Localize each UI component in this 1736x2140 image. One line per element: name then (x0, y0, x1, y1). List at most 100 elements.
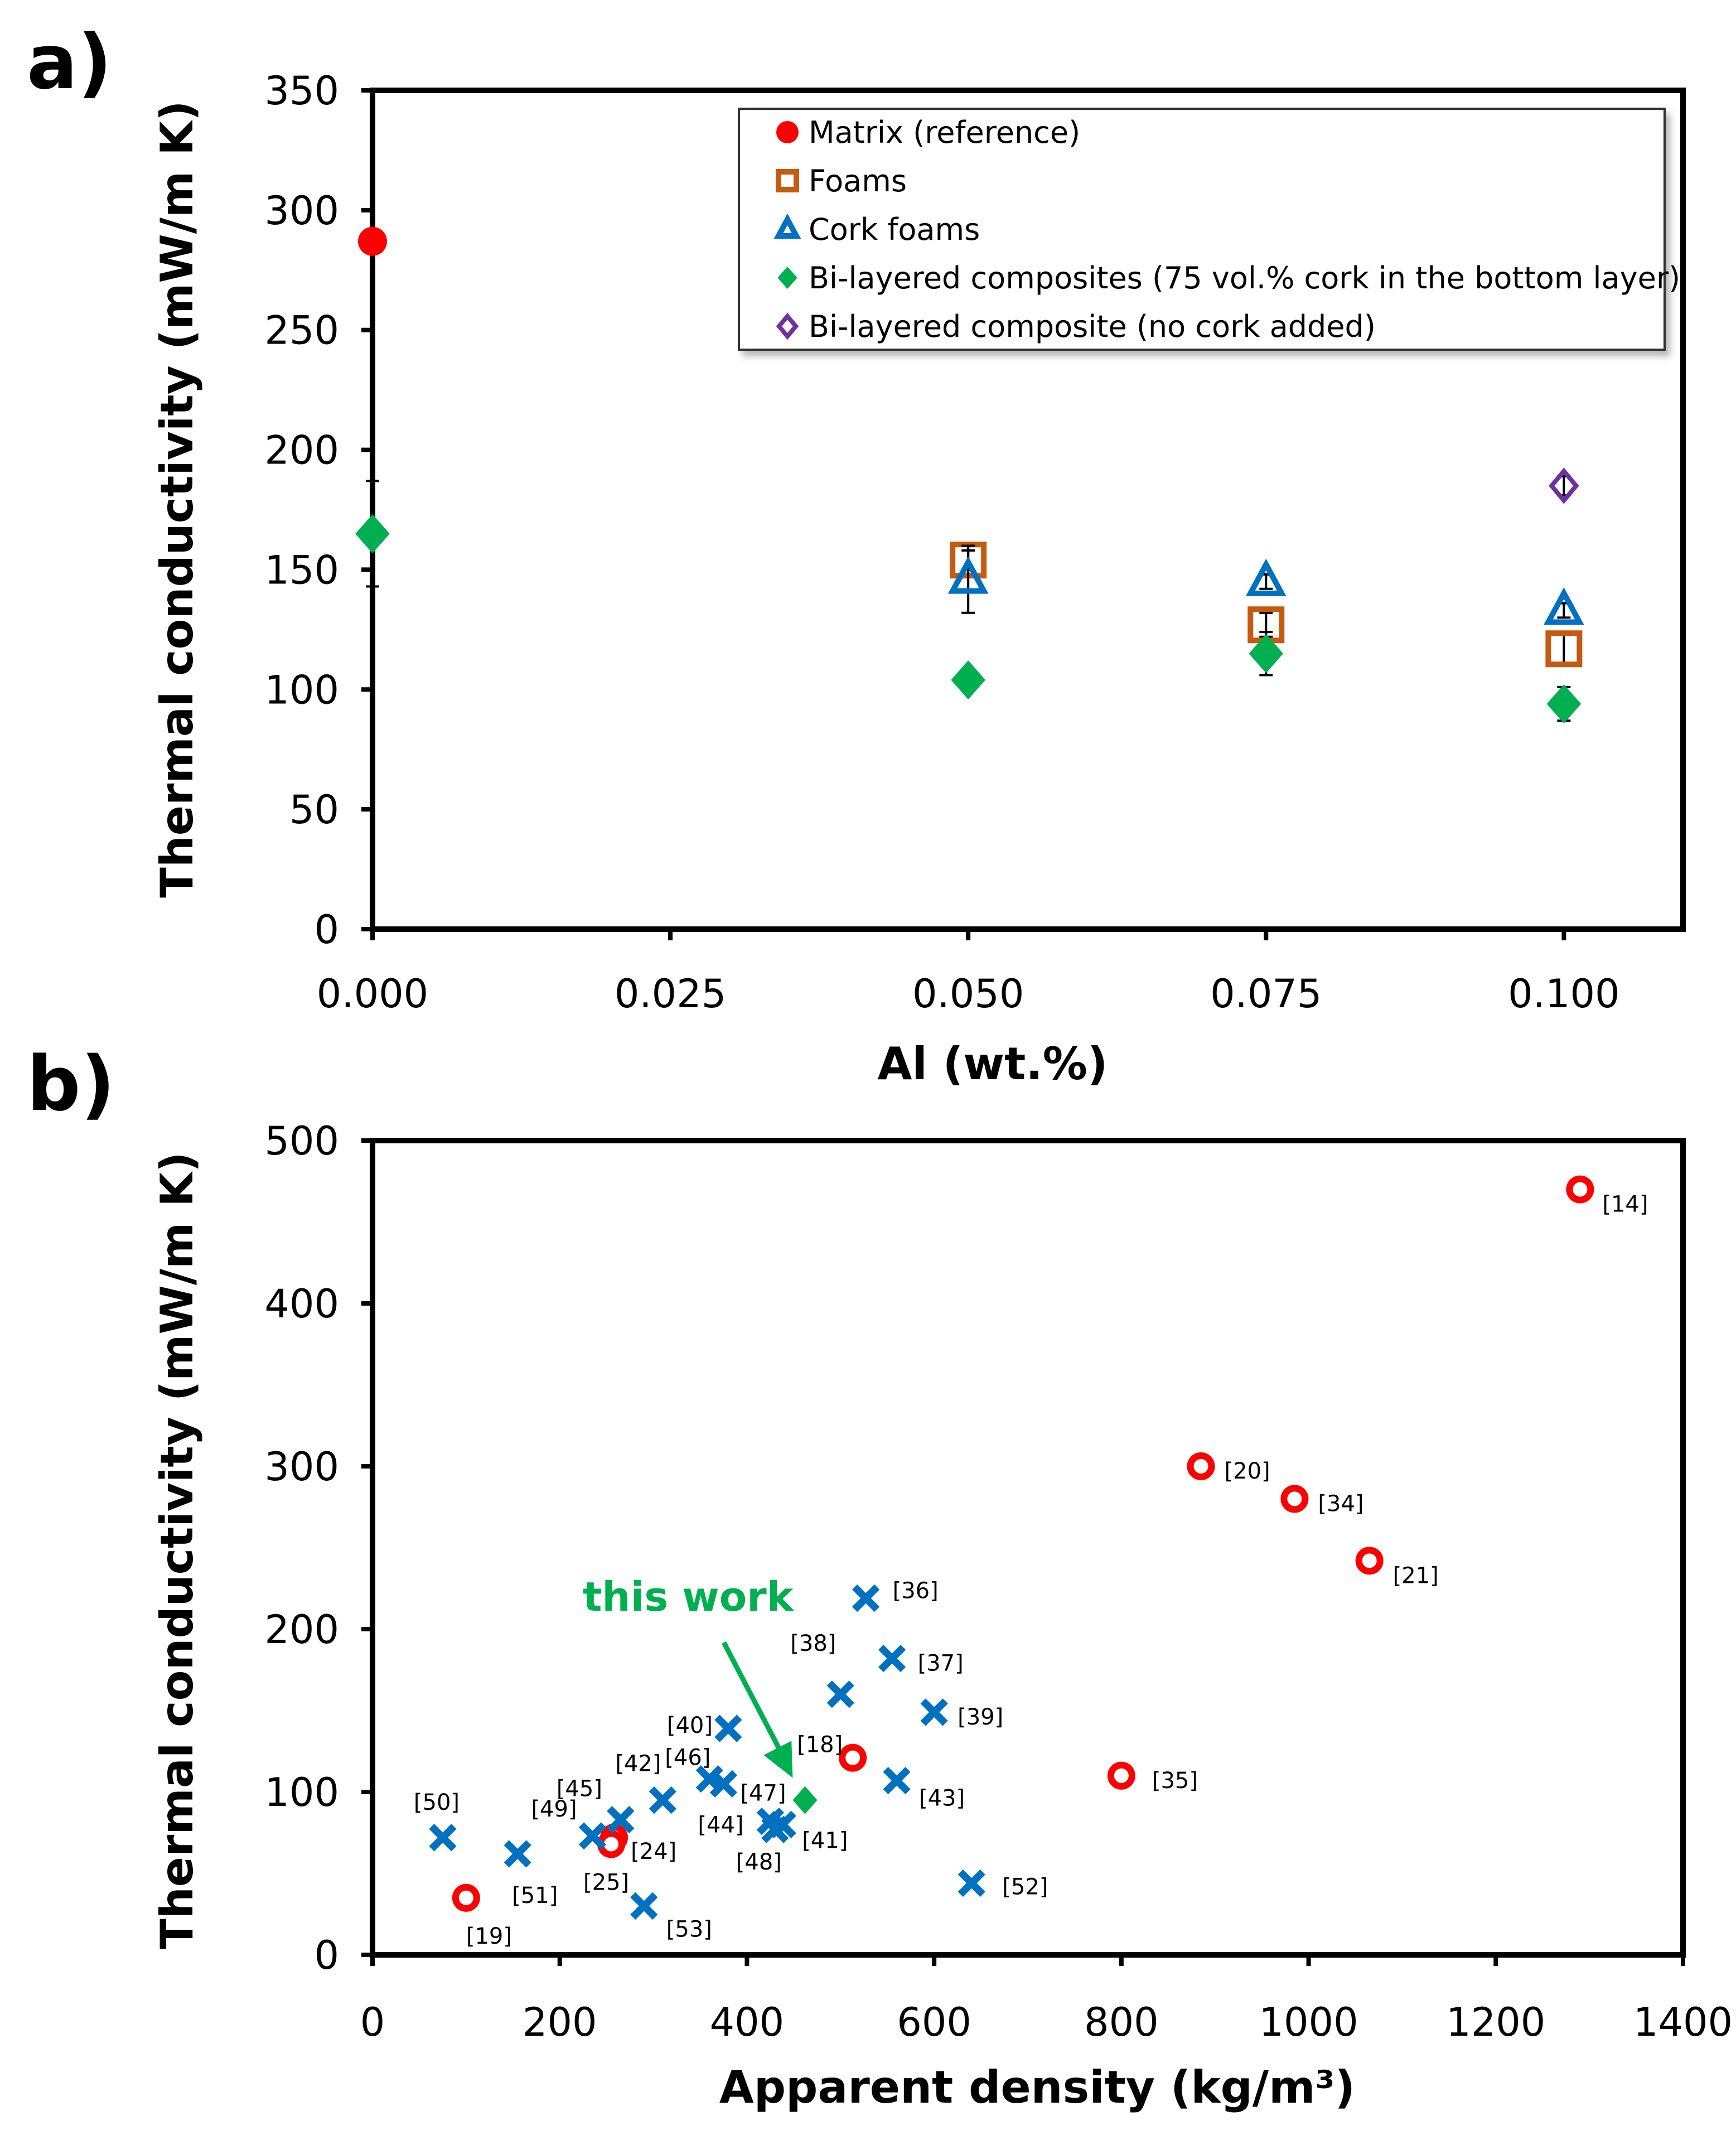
data-point-bi-layered-composites-75-vol-cork-in-the-bottom-layer (355, 514, 390, 553)
data-point-bi-layered-composite-no-cork-added (1549, 467, 1579, 504)
x-tick-label: 1400 (1633, 1999, 1733, 2045)
data-point-ref-21 (1355, 1547, 1384, 1575)
legend-marker (777, 267, 797, 289)
x-tick-label: 600 (897, 1999, 971, 2045)
data-point-ref-42 (649, 1786, 676, 1814)
reference-label: [44] (698, 1813, 743, 1838)
data-point-bi-layered-composites-75-vol-cork-in-the-bottom-layer (1546, 684, 1582, 724)
x-tick-label: 0.100 (1508, 971, 1619, 1017)
y-tick-label: 300 (264, 188, 339, 234)
marker-stroke (883, 1766, 911, 1795)
legend-marker (773, 213, 801, 239)
data-point-ref-39 (920, 1698, 948, 1726)
data-point-ref-50 (429, 1824, 457, 1852)
marker-stroke (826, 1680, 854, 1708)
marker-stroke (578, 1822, 607, 1850)
y-tick-label: 400 (264, 1281, 339, 1327)
chart-b-plot-area (370, 1138, 1686, 1958)
marker-stroke (649, 1786, 676, 1814)
reference-label: [42] (615, 1751, 661, 1777)
data-point-ref-41 (768, 1810, 796, 1838)
reference-label: [19] (466, 1924, 512, 1949)
x-tick-label: 0 (360, 1999, 385, 2045)
marker-stroke (630, 1892, 658, 1920)
data-point-ref-18 (839, 1743, 867, 1772)
reference-label: [45] (557, 1776, 602, 1802)
data-point-foams (1545, 630, 1583, 668)
reference-label: [20] (1225, 1458, 1270, 1484)
data-point-ref-36 (852, 1584, 880, 1612)
legend-marker (776, 169, 799, 192)
data-point-ref-14 (1566, 1175, 1594, 1204)
marker-stroke (852, 1584, 880, 1612)
legend-entry-label: Bi-layered composites (75 vol.% cork in … (809, 260, 1680, 296)
marker-stroke (429, 1824, 457, 1852)
chart-a-x-ticks: 0.000 0.025 0.050 0.075 0.100 (317, 929, 1620, 1017)
y-tick-label: 500 (264, 1118, 339, 1164)
data-point-ref-45 (607, 1806, 635, 1834)
data-point-ref-37 (878, 1644, 906, 1673)
reference-label: [41] (802, 1828, 848, 1853)
data-point-ref-51 (504, 1840, 531, 1868)
y-tick-label: 200 (264, 1607, 339, 1653)
legend-entry-label: Foams (809, 163, 907, 199)
data-point-ref-34 (1280, 1485, 1309, 1513)
chart-a-y-axis-title: Thermal conductivity (mW/m K) (151, 100, 203, 897)
reference-label: [35] (1152, 1768, 1198, 1794)
reference-label: [39] (958, 1704, 1003, 1730)
reference-label: [50] (414, 1790, 460, 1815)
data-point-ref-19 (452, 1883, 480, 1912)
data-point-ref-43 (883, 1766, 911, 1795)
x-tick-label: 0.050 (912, 971, 1024, 1017)
reference-label: [36] (893, 1578, 939, 1604)
x-tick-label: 1200 (1446, 1999, 1545, 2045)
y-tick-label: 300 (264, 1444, 339, 1490)
marker-stroke (768, 1810, 796, 1838)
chart-b-x-ticks: 0 200 400 600 800 1000 1200 1400 (360, 1955, 1733, 2045)
data-point-ref-38 (826, 1680, 854, 1708)
data-point-ref-20 (1187, 1452, 1215, 1480)
chart-a-legend: Matrix (reference) Foams Cork foams Bi-laye… (738, 108, 1680, 351)
y-tick-label: 250 (264, 308, 339, 354)
marker-stroke (695, 1765, 723, 1793)
reference-label: [48] (736, 1849, 782, 1875)
reference-label: [49] (531, 1796, 577, 1822)
chart-b-y-axis-title: Thermal conductivity (mW/m K) (151, 1152, 203, 1949)
data-point-ref-49 (578, 1822, 607, 1850)
panel-a-label: a) (27, 18, 112, 106)
reference-label: [43] (919, 1786, 965, 1811)
legend-marker (776, 121, 799, 143)
y-tick-label: 100 (264, 1770, 339, 1815)
legend-marker (776, 312, 799, 340)
marker-stroke (714, 1714, 742, 1742)
x-tick-label: 0.000 (317, 971, 428, 1017)
reference-label: [46] (665, 1745, 710, 1771)
y-tick-label: 350 (264, 68, 339, 114)
this-work-arrow-head (763, 1741, 793, 1778)
data-point-matrix-reference (358, 226, 387, 256)
data-point-cork-foams (947, 556, 989, 594)
marker-stroke (709, 1770, 738, 1798)
chart-a-y-ticks: 0 50 100 150 200 250 300 350 (264, 68, 373, 953)
data-point-ref-35 (1107, 1761, 1135, 1790)
reference-label: [51] (512, 1883, 558, 1909)
y-tick-label: 200 (264, 428, 339, 474)
y-tick-label: 0 (314, 907, 339, 953)
legend-entry-label: Bi-layered composite (no cork added) (809, 309, 1376, 344)
reference-label: [40] (667, 1713, 713, 1738)
this-work-label: this work (583, 1573, 795, 1620)
x-tick-label: 0.075 (1210, 971, 1322, 1017)
marker-stroke (958, 1869, 985, 1897)
reference-label: [14] (1602, 1192, 1648, 1218)
reference-label: [18] (797, 1732, 843, 1758)
reference-label: [38] (790, 1631, 836, 1656)
marker-stroke (878, 1644, 906, 1673)
reference-label: [24] (631, 1839, 676, 1864)
y-tick-label: 50 (289, 787, 339, 833)
reference-label: [47] (740, 1780, 786, 1806)
marker-stroke (920, 1698, 948, 1726)
this-work-arrow-shaft (722, 1641, 785, 1757)
chart-a-x-axis-title: Al (wt.%) (877, 1038, 1108, 1090)
chart-b: 0 100 200 300 400 500 0 200 400 600 800 1000 1200 14… (151, 1118, 1733, 2113)
